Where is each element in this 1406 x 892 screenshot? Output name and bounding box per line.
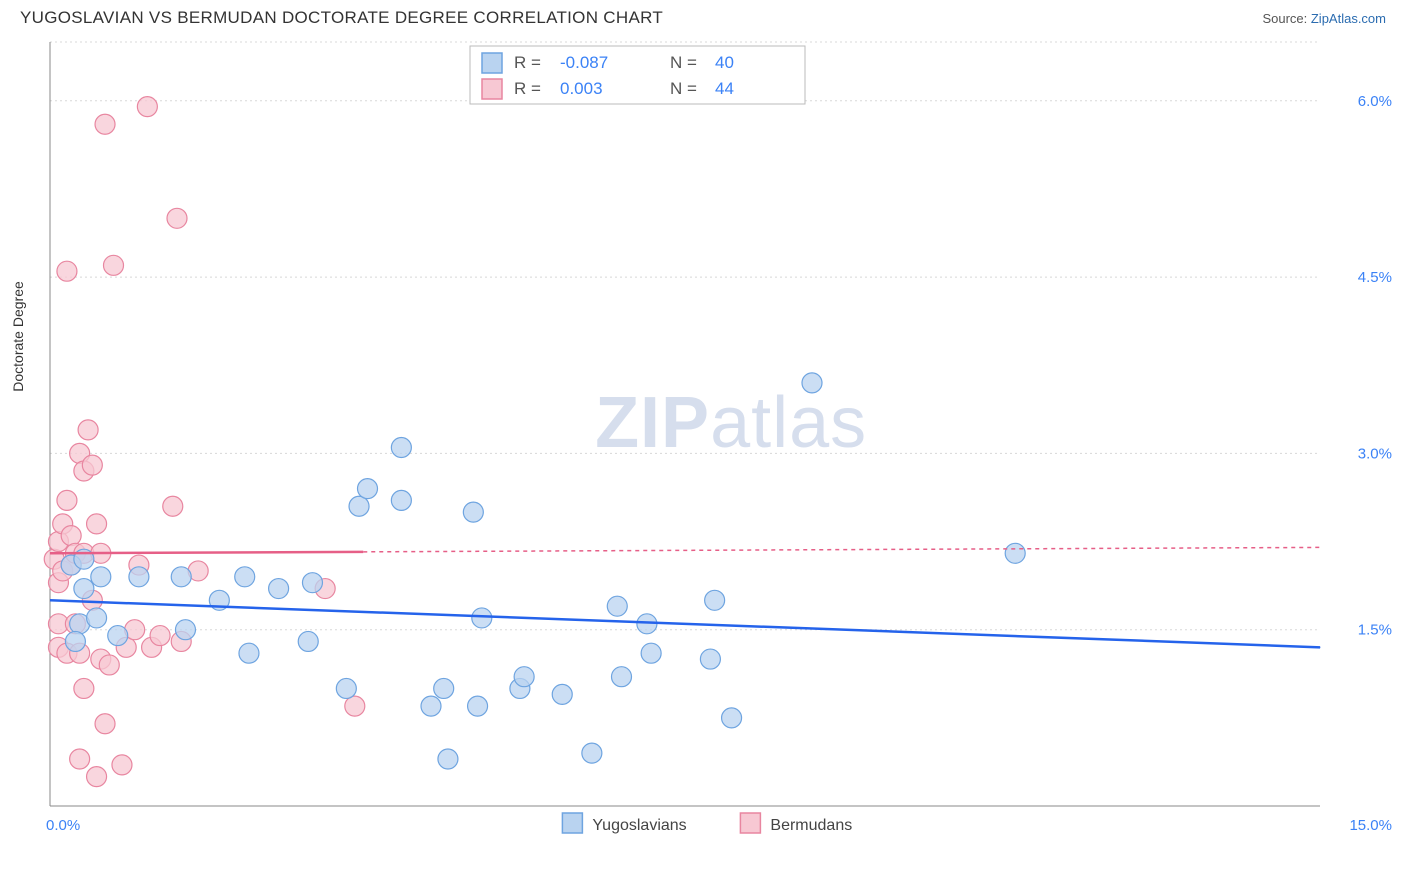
data-point bbox=[345, 696, 365, 716]
stats-r-value: -0.087 bbox=[560, 53, 608, 72]
data-point bbox=[137, 97, 157, 117]
source-link[interactable]: ZipAtlas.com bbox=[1311, 11, 1386, 26]
data-point bbox=[302, 573, 322, 593]
legend-swatch bbox=[562, 813, 582, 833]
data-point bbox=[104, 255, 124, 275]
data-point bbox=[74, 579, 94, 599]
data-point bbox=[129, 567, 149, 587]
y-tick-label: 6.0% bbox=[1358, 93, 1392, 110]
legend-label: Yugoslavians bbox=[592, 817, 686, 834]
source-prefix: Source: bbox=[1262, 11, 1310, 26]
data-point bbox=[70, 749, 90, 769]
data-point bbox=[612, 667, 632, 687]
data-point bbox=[298, 631, 318, 651]
data-point bbox=[438, 749, 458, 769]
data-point bbox=[472, 608, 492, 628]
data-point bbox=[607, 596, 627, 616]
data-point bbox=[82, 455, 102, 475]
data-point bbox=[349, 496, 369, 516]
stats-r-label: R = bbox=[514, 53, 541, 72]
data-point bbox=[112, 755, 132, 775]
x-tick-label: 0.0% bbox=[46, 817, 80, 834]
data-point bbox=[87, 767, 107, 787]
data-point bbox=[391, 438, 411, 458]
data-point bbox=[78, 420, 98, 440]
stats-n-value: 40 bbox=[715, 53, 734, 72]
y-tick-label: 4.5% bbox=[1358, 269, 1392, 286]
data-point bbox=[552, 684, 572, 704]
stats-n-value: 44 bbox=[715, 79, 734, 98]
data-point bbox=[108, 626, 128, 646]
data-point bbox=[61, 526, 81, 546]
svg-text:ZIPatlas: ZIPatlas bbox=[595, 383, 867, 463]
data-point bbox=[87, 608, 107, 628]
y-tick-label: 1.5% bbox=[1358, 622, 1392, 639]
data-point bbox=[175, 620, 195, 640]
data-point bbox=[705, 590, 725, 610]
data-point bbox=[171, 567, 191, 587]
data-point bbox=[421, 696, 441, 716]
data-point bbox=[514, 667, 534, 687]
data-point bbox=[582, 743, 602, 763]
data-point bbox=[87, 514, 107, 534]
stats-r-label: R = bbox=[514, 79, 541, 98]
data-point bbox=[802, 373, 822, 393]
stats-n-label: N = bbox=[670, 79, 697, 98]
chart-container: Doctorate Degree ZIPatlas 1.5% 3.0% 4.5% 6.0… bbox=[0, 32, 1406, 862]
data-point bbox=[235, 567, 255, 587]
data-point bbox=[358, 479, 378, 499]
y-axis-label: Doctorate Degree bbox=[10, 281, 26, 392]
trend-line bbox=[50, 600, 1320, 647]
data-point bbox=[269, 579, 289, 599]
data-point bbox=[57, 490, 77, 510]
chart-header: YUGOSLAVIAN VS BERMUDAN DOCTORATE DEGREE… bbox=[0, 0, 1406, 32]
data-point bbox=[57, 261, 77, 281]
data-point bbox=[468, 696, 488, 716]
legend-label: Bermudans bbox=[770, 817, 852, 834]
data-point bbox=[463, 502, 483, 522]
chart-title: YUGOSLAVIAN VS BERMUDAN DOCTORATE DEGREE… bbox=[20, 8, 663, 28]
stats-n-label: N = bbox=[670, 53, 697, 72]
data-point bbox=[391, 490, 411, 510]
data-point bbox=[99, 655, 119, 675]
data-point bbox=[65, 631, 85, 651]
chart-source: Source: ZipAtlas.com bbox=[1262, 11, 1386, 26]
data-point bbox=[641, 643, 661, 663]
trend-line-dashed bbox=[363, 547, 1320, 551]
trend-line bbox=[50, 552, 363, 553]
data-point bbox=[163, 496, 183, 516]
data-point bbox=[91, 567, 111, 587]
data-point bbox=[700, 649, 720, 669]
y-tick-label: 3.0% bbox=[1358, 445, 1392, 462]
data-point bbox=[95, 714, 115, 734]
data-point bbox=[150, 626, 170, 646]
legend-swatch bbox=[482, 79, 502, 99]
data-point bbox=[95, 114, 115, 134]
data-point bbox=[1005, 543, 1025, 563]
legend-swatch bbox=[482, 53, 502, 73]
legend-swatch bbox=[740, 813, 760, 833]
stats-r-value: 0.003 bbox=[560, 79, 603, 98]
data-point bbox=[167, 208, 187, 228]
data-point bbox=[74, 678, 94, 698]
data-point bbox=[336, 678, 356, 698]
data-point bbox=[722, 708, 742, 728]
data-point bbox=[434, 678, 454, 698]
data-point bbox=[239, 643, 259, 663]
x-tick-label: 15.0% bbox=[1349, 817, 1392, 834]
scatter-chart: ZIPatlas 1.5% 3.0% 4.5% 6.0% 0.0% 15.0% R = -0.0… bbox=[0, 32, 1406, 862]
